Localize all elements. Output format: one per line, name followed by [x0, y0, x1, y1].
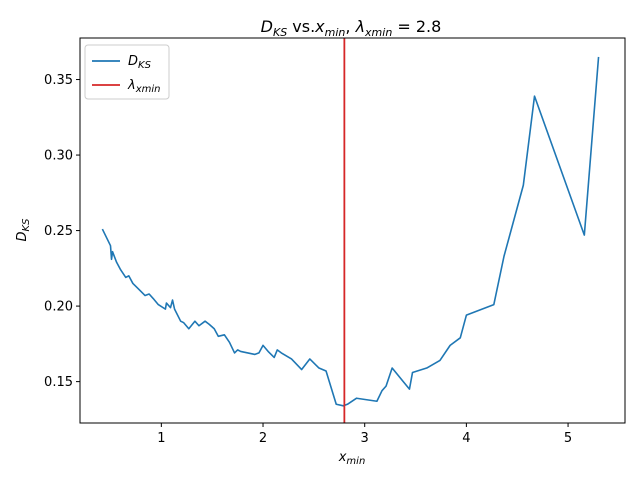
y-tick-label: 0.30: [44, 149, 73, 164]
x-tick-label: 1: [157, 431, 165, 446]
y-tick-label: 0.20: [44, 300, 73, 315]
y-tick-label: 0.35: [44, 73, 73, 88]
axes-frame: [79, 37, 626, 424]
legend-lambda-label: λxmin: [127, 78, 160, 95]
x-axis-label: xmin: [338, 450, 366, 467]
x-tick-label: 2: [259, 431, 267, 446]
series-line-dks: [101, 56, 600, 407]
y-tick-label: 0.15: [44, 375, 73, 390]
y-axis-label: DKS: [15, 218, 32, 242]
x-tick-label: 4: [462, 431, 470, 446]
marks: [101, 38, 600, 423]
x-tick-label: 5: [564, 431, 572, 446]
legend: DKS λxmin: [84, 44, 170, 100]
plot-area: 1 2 3 4 5 0.15 0.20 0.25 0.30 0.35: [44, 37, 626, 446]
y-tick-label: 0.25: [44, 224, 73, 239]
chart-title: DKS vs.xmin, λxmin = 2.8: [261, 17, 442, 39]
x-tick-label: 3: [361, 431, 369, 446]
legend-dks-label: DKS: [128, 54, 152, 71]
ticks: 1 2 3 4 5 0.15 0.20 0.25 0.30 0.35: [44, 73, 572, 446]
